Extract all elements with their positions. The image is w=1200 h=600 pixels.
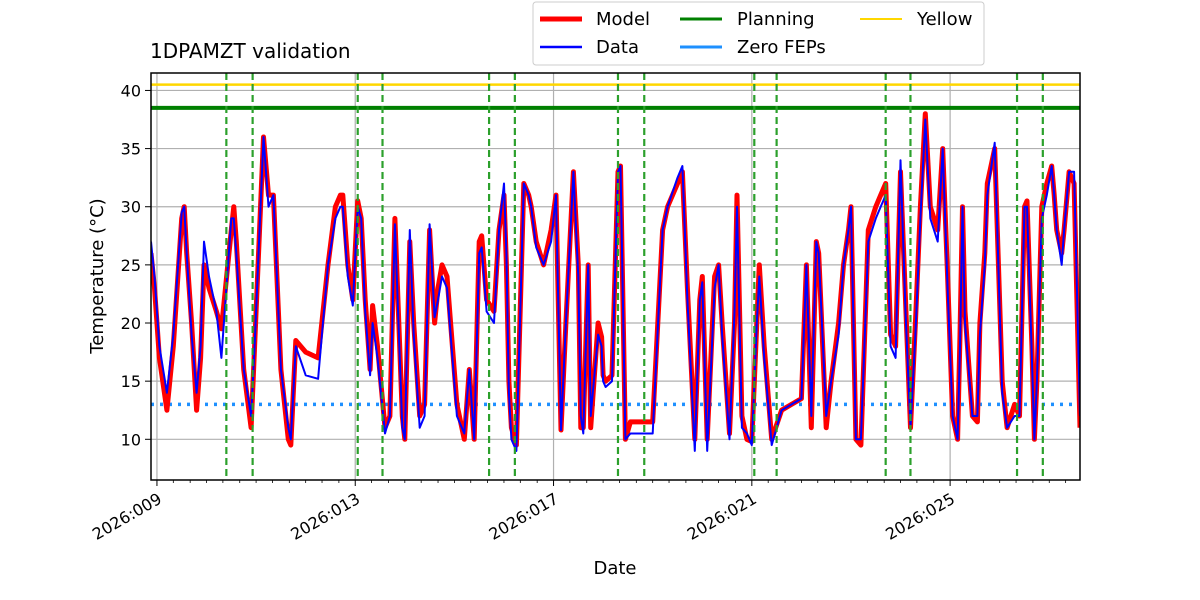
y-tick-label: 20	[121, 314, 141, 333]
x-axis: 2026:009 2026:013 2026:017 2026:021 2026:025	[89, 480, 1067, 544]
y-tick-label: 40	[121, 81, 141, 100]
x-tick-label: 2026:013	[287, 489, 363, 544]
y-tick-label: 25	[121, 256, 141, 275]
x-tick-label: 2026:009	[89, 489, 165, 544]
x-tick-label: 2026:017	[486, 489, 562, 544]
y-tick-label: 10	[121, 430, 141, 449]
legend: Model Data Planning Zero FEPs Yellow	[532, 1, 985, 66]
chart-title: 1DPAMZT validation	[150, 39, 351, 63]
y-tick-label: 30	[121, 198, 141, 217]
y-axis: 10 15 20 25 30 35 40	[121, 81, 151, 449]
y-tick-label: 15	[121, 372, 141, 391]
legend-label-zero-feps: Zero FEPs	[737, 37, 826, 58]
plot-frame	[150, 72, 1081, 481]
plot-area: 2026:009 2026:013 2026:017 2026:021 2026:025…	[89, 72, 1081, 544]
x-tick-label: 2026:025	[882, 489, 958, 544]
legend-label-model: Model	[596, 9, 650, 30]
legend-label-yellow: Yellow	[916, 9, 972, 30]
y-axis-label: Temperature (°C)	[87, 198, 108, 354]
series-layer	[151, 83, 1080, 452]
legend-label-planning: Planning	[737, 9, 815, 30]
x-axis-label: Date	[593, 558, 636, 579]
legend-label-data: Data	[596, 37, 639, 58]
y-tick-label: 35	[121, 140, 141, 159]
vline-layer	[225, 73, 1044, 480]
series-line-data	[151, 118, 1080, 452]
legend-frame	[532, 1, 985, 66]
x-tick-label: 2026:021	[684, 489, 760, 544]
